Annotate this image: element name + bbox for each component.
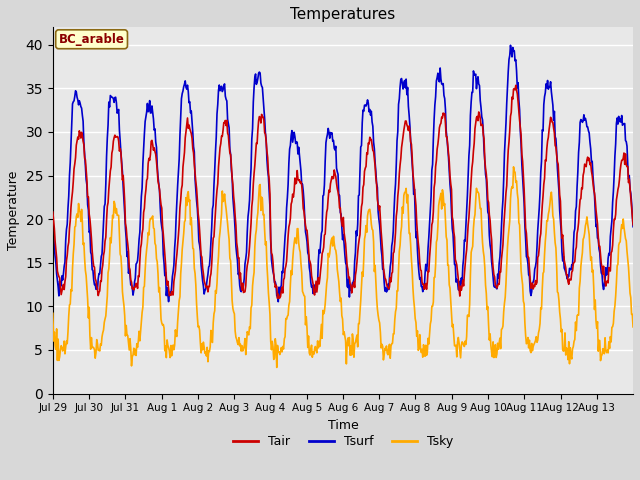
Title: Temperatures: Temperatures <box>291 7 396 22</box>
Line: Tsurf: Tsurf <box>53 45 633 302</box>
Tair <box>49 209 57 215</box>
Tsurf <box>117 150 125 156</box>
Tsurf <box>404 84 412 90</box>
Line: Tair: Tair <box>53 85 633 299</box>
Tsurf <box>49 220 57 226</box>
Tsurf <box>507 42 515 48</box>
Tsurf <box>253 82 260 87</box>
Tsurf <box>275 284 283 290</box>
Tsky <box>273 364 280 370</box>
X-axis label: Time: Time <box>328 419 358 432</box>
Text: BC_arable: BC_arable <box>59 33 125 46</box>
Tair <box>117 149 125 155</box>
Tair <box>404 124 412 130</box>
Tsky <box>509 164 517 170</box>
Line: Tsky: Tsky <box>53 167 633 367</box>
Tsky <box>224 221 232 227</box>
Tsurf <box>436 65 444 71</box>
Tair <box>274 296 282 301</box>
Tsurf <box>275 299 282 305</box>
Legend: Tair, Tsurf, Tsky: Tair, Tsurf, Tsky <box>228 430 458 453</box>
Tair <box>253 140 260 146</box>
Tsky <box>275 349 283 355</box>
Tsky <box>404 192 412 197</box>
Tsky <box>49 311 57 316</box>
Tair <box>224 130 232 136</box>
Tsky <box>117 253 125 259</box>
Tair <box>436 122 444 128</box>
Y-axis label: Temperature: Temperature <box>7 171 20 250</box>
Tair <box>629 222 637 228</box>
Tsurf <box>224 116 232 122</box>
Tsky <box>436 194 444 200</box>
Tsky <box>253 227 260 233</box>
Tair <box>275 295 283 301</box>
Tsurf <box>629 224 637 229</box>
Tsky <box>629 324 637 330</box>
Tair <box>512 83 520 88</box>
